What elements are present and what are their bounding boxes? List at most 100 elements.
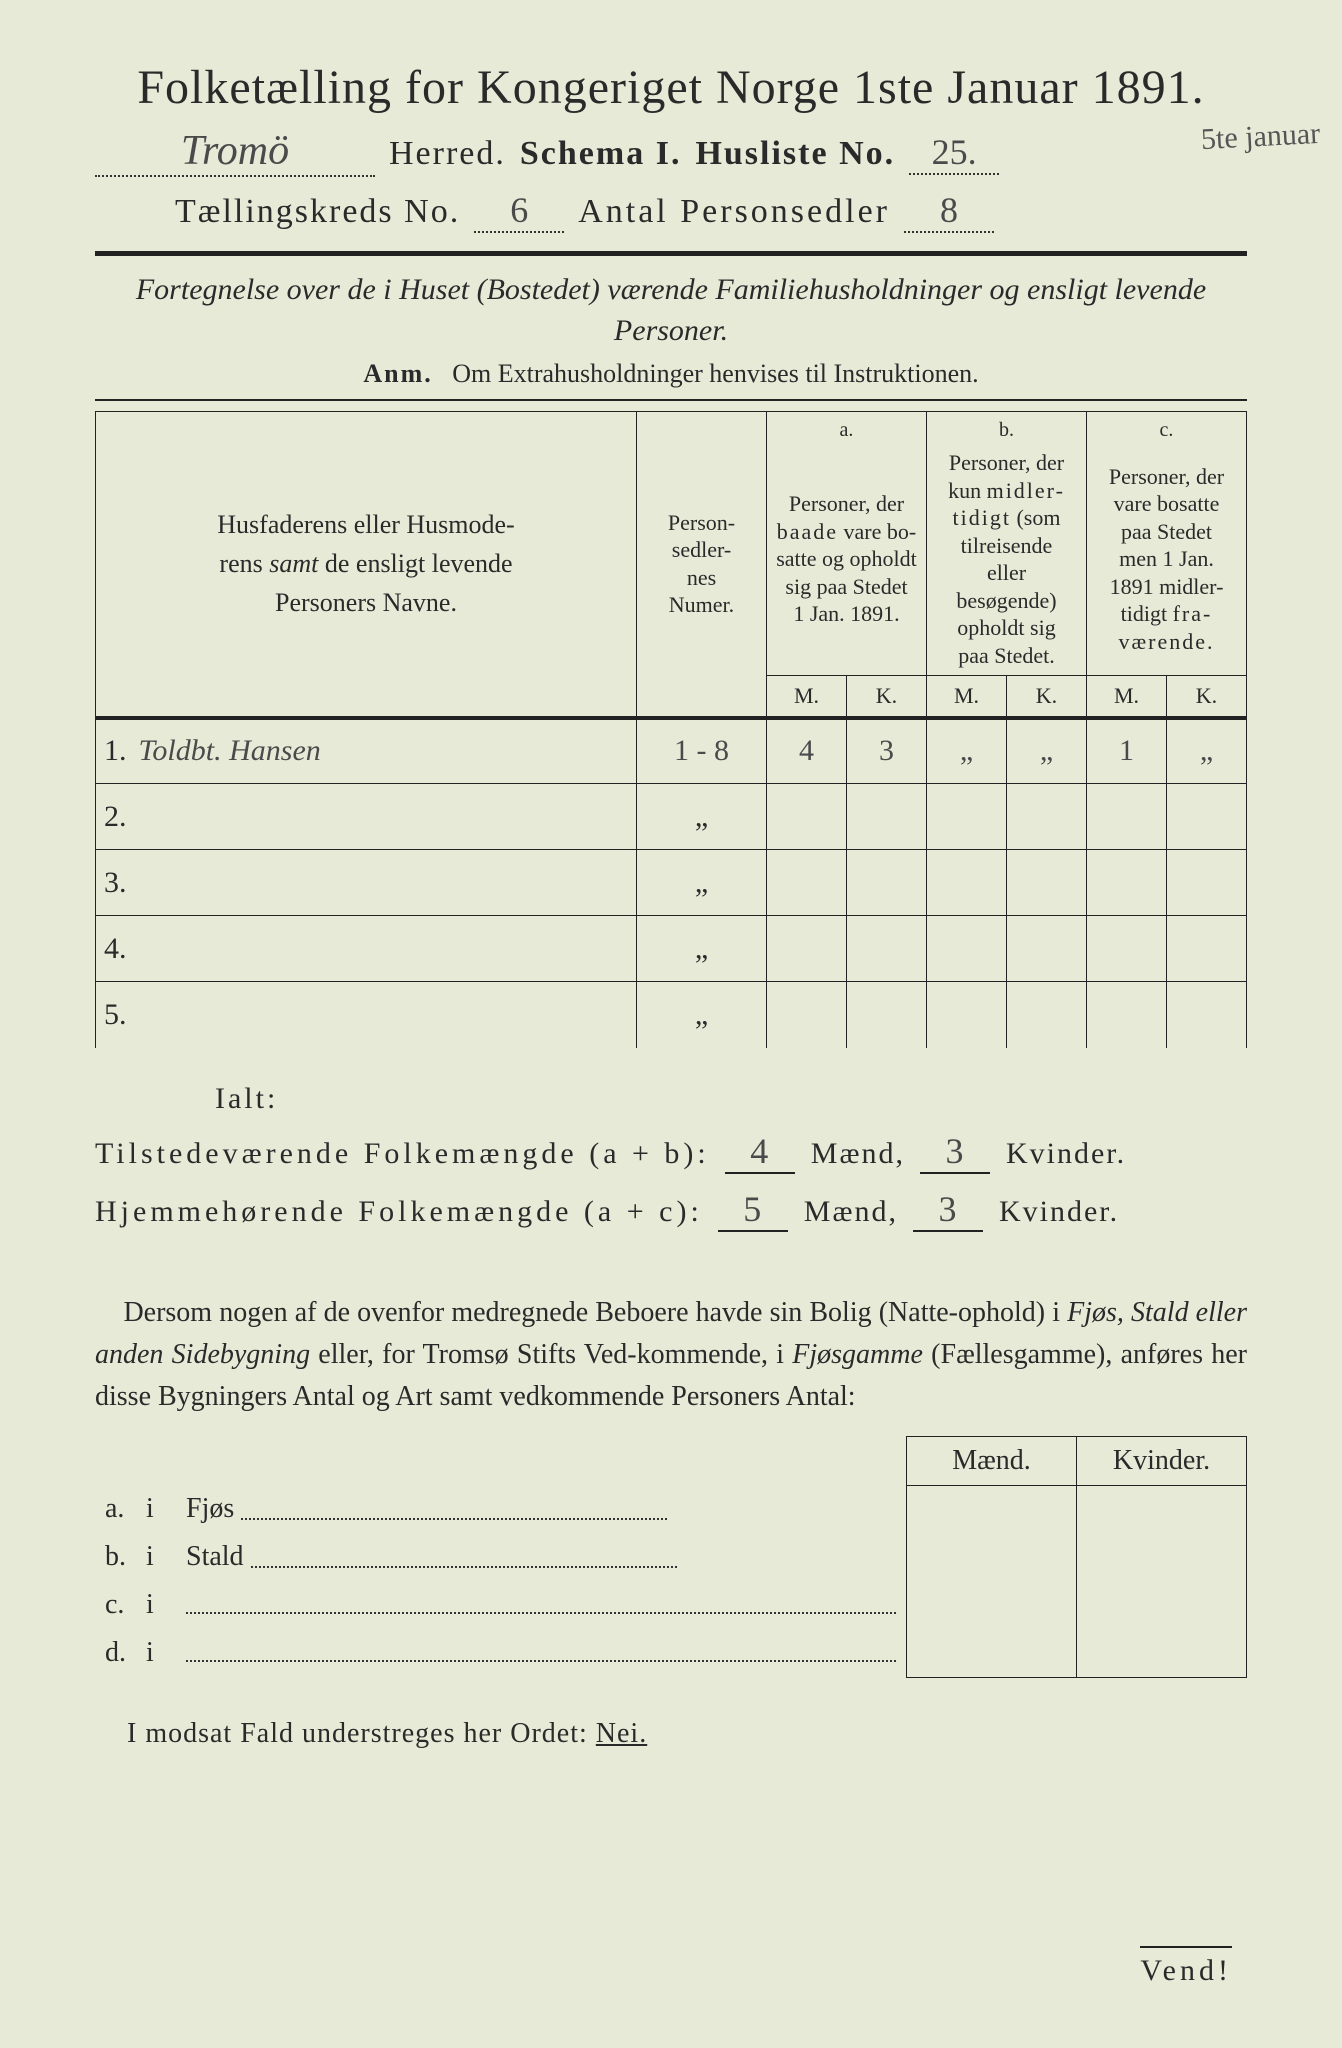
cell-aM <box>767 982 847 1048</box>
footline-pre: I modsat Fald understreges her Ordet: <box>127 1718 596 1749</box>
anm-row: Anm. Om Extrahusholdninger henvises til … <box>95 359 1247 389</box>
bld-type <box>176 1629 907 1677</box>
bld-key: b. <box>95 1533 136 1581</box>
th-num: Person-sedler-nesNumer. <box>637 412 767 718</box>
th-a: Personer, derbaade vare bo-satte og opho… <box>767 443 927 676</box>
census-form-page: Folketælling for Kongeriget Norge 1ste J… <box>0 0 1342 2048</box>
cell-cK <box>1167 916 1247 982</box>
kreds-label: Tællingskreds No. <box>175 193 460 231</box>
bld-i: i <box>136 1485 176 1533</box>
row-num: 2. <box>96 784 135 850</box>
bld-head-m: Mænd. <box>907 1436 1077 1485</box>
cell-bK: „ <box>1007 718 1087 784</box>
bld-k <box>1077 1533 1247 1581</box>
antal-value: 8 <box>904 189 994 233</box>
row-name <box>135 982 637 1048</box>
cell-aK <box>847 982 927 1048</box>
row-num: 3. <box>96 850 135 916</box>
cell-bM <box>927 850 1007 916</box>
cell-cM: 1 <box>1087 718 1167 784</box>
th-b-top: b. <box>927 412 1087 444</box>
bld-key: c. <box>95 1581 136 1629</box>
bld-type <box>176 1581 907 1629</box>
cell-cM <box>1087 850 1167 916</box>
bld-i: i <box>136 1629 176 1677</box>
th-c-m: M. <box>1087 676 1167 718</box>
bld-m <box>907 1485 1077 1533</box>
present-m: 4 <box>725 1130 795 1174</box>
th-c: Personer, dervare bosattepaa Stedetmen 1… <box>1087 443 1247 676</box>
footline-nei: Nei. <box>596 1718 647 1749</box>
row-pnum: „ <box>637 850 767 916</box>
cell-cM <box>1087 784 1167 850</box>
husliste-label: Husliste No. <box>695 135 895 173</box>
header-row-2: Tællingskreds No. 6 Antal Personsedler 8 <box>95 189 1247 233</box>
table-row: 3. „ <box>96 850 1247 916</box>
bld-key: d. <box>95 1629 136 1677</box>
row-pnum: „ <box>637 982 767 1048</box>
table-row: 1. Toldbt. Hansen 1 - 8 4 3 „ „ 1 „ <box>96 718 1247 784</box>
row-name <box>135 850 637 916</box>
row-name <box>135 916 637 982</box>
resident-m: 5 <box>718 1188 788 1232</box>
table-row: 5. „ <box>96 982 1247 1048</box>
cell-cK: „ <box>1167 718 1247 784</box>
divider-thin <box>95 399 1247 401</box>
header-row-1: Tromö Herred. Schema I. Husliste No. 25. <box>95 127 1247 177</box>
maend-label: Mænd, <box>804 1195 898 1228</box>
bld-row: b. i Stald <box>95 1533 1247 1581</box>
bld-type-label: Fjøs <box>186 1493 234 1524</box>
cell-bM <box>927 982 1007 1048</box>
cell-aM <box>767 916 847 982</box>
present-k: 3 <box>920 1130 990 1174</box>
th-c-top: c. <box>1087 412 1247 444</box>
row-name: Toldbt. Hansen <box>135 718 637 784</box>
vend-label: Vend! <box>1140 1946 1232 1988</box>
anm-text: Om Extrahusholdninger henvises til Instr… <box>452 359 978 388</box>
bld-m <box>907 1533 1077 1581</box>
cell-bK <box>1007 850 1087 916</box>
kvinder-label: Kvinder. <box>999 1195 1119 1228</box>
th-b-m: M. <box>927 676 1007 718</box>
kreds-value: 6 <box>474 189 564 233</box>
main-table: Husfaderens eller Husmode-rens samt de e… <box>95 411 1247 1048</box>
table-row: 2. „ <box>96 784 1247 850</box>
cell-aK <box>847 850 927 916</box>
anm-label: Anm. <box>363 359 432 388</box>
herred-value: Tromö <box>95 127 375 177</box>
row-pnum: 1 - 8 <box>637 718 767 784</box>
bld-m <box>907 1629 1077 1677</box>
row-num: 1. <box>96 718 135 784</box>
cell-cM <box>1087 916 1167 982</box>
building-table: Mænd. Kvinder. a. i Fjøs b. i Stald c. i… <box>95 1436 1247 1678</box>
bld-i: i <box>136 1533 176 1581</box>
totals-line-present: Tilstedeværende Folkemængde (a + b): 4 M… <box>95 1130 1247 1174</box>
th-name: Husfaderens eller Husmode-rens samt de e… <box>96 412 637 718</box>
cell-aK: 3 <box>847 718 927 784</box>
bld-head-k: Kvinder. <box>1077 1436 1247 1485</box>
row-num: 5. <box>96 982 135 1048</box>
footline: I modsat Fald understreges her Ordet: Ne… <box>95 1718 1247 1750</box>
th-b-k: K. <box>1007 676 1087 718</box>
totals-line-resident: Hjemmehørende Folkemængde (a + c): 5 Mæn… <box>95 1188 1247 1232</box>
cell-aK <box>847 784 927 850</box>
th-a-k: K. <box>847 676 927 718</box>
herred-label: Herred. <box>389 135 506 173</box>
present-label: Tilstedeværende Folkemængde (a + b): <box>95 1137 710 1170</box>
cell-aM <box>767 850 847 916</box>
row-name <box>135 784 637 850</box>
cell-bK <box>1007 916 1087 982</box>
bld-row: a. i Fjøs <box>95 1485 1247 1533</box>
row-num: 4. <box>96 916 135 982</box>
cell-cK <box>1167 850 1247 916</box>
cell-aM <box>767 784 847 850</box>
building-paragraph: Dersom nogen af de ovenfor medregnede Be… <box>95 1292 1247 1418</box>
maend-label: Mænd, <box>811 1137 905 1170</box>
bld-k <box>1077 1629 1247 1677</box>
row-pnum: „ <box>637 784 767 850</box>
cell-aM: 4 <box>767 718 847 784</box>
cell-bM: „ <box>927 718 1007 784</box>
cell-bK <box>1007 784 1087 850</box>
bld-type: Fjøs <box>176 1485 907 1533</box>
th-b: Personer, derkun midler-tidigt (somtilre… <box>927 443 1087 676</box>
